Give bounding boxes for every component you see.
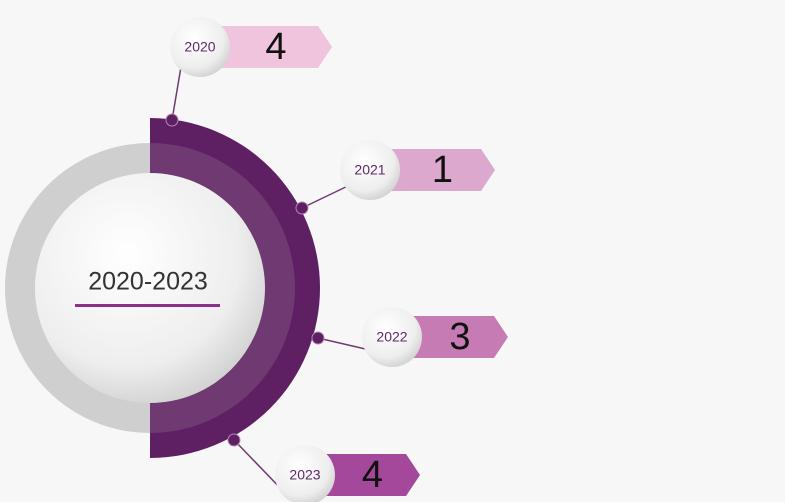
connector-dot bbox=[165, 113, 179, 127]
connector-dot bbox=[227, 433, 241, 447]
value-tag bbox=[390, 149, 495, 191]
connector bbox=[171, 60, 183, 121]
year-label: 2022 bbox=[376, 329, 407, 345]
value-tag bbox=[220, 26, 332, 68]
connector-dot bbox=[295, 201, 309, 215]
title-underline bbox=[75, 304, 220, 307]
value-tag bbox=[412, 316, 508, 358]
connector-dot bbox=[311, 331, 325, 345]
value-label: 4 bbox=[362, 454, 383, 496]
center-title: 2020-2023 bbox=[88, 268, 208, 296]
year-bubble bbox=[170, 17, 230, 77]
year-bubble bbox=[340, 140, 400, 200]
year-label: 2023 bbox=[289, 467, 320, 483]
year-bubble bbox=[275, 445, 335, 502]
items: 2020 4 2021 1 2022 3 2023 4 bbox=[165, 17, 508, 502]
value-label: 1 bbox=[432, 149, 453, 191]
connector bbox=[301, 183, 353, 209]
value-label: 4 bbox=[265, 26, 286, 68]
value-label: 3 bbox=[449, 316, 470, 358]
year-label: 2020 bbox=[184, 39, 215, 55]
center-circle bbox=[35, 173, 265, 403]
year-bubble bbox=[362, 307, 422, 367]
year-label: 2021 bbox=[354, 162, 385, 178]
value-tag bbox=[325, 454, 420, 496]
